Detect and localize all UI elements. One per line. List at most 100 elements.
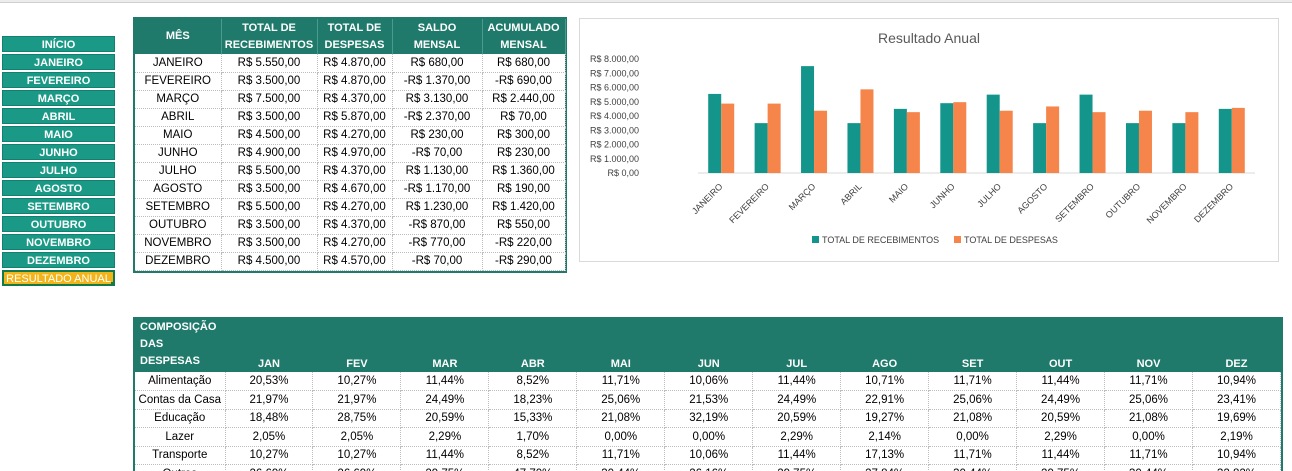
table-cell[interactable]: R$ 3.500,00 xyxy=(221,108,318,127)
table-cell[interactable]: FEVEREIRO xyxy=(135,72,222,91)
table-cell[interactable]: 21,08% xyxy=(928,409,1018,428)
table-cell[interactable]: 2,14% xyxy=(840,427,930,447)
selection-fill-handle[interactable] xyxy=(111,282,113,284)
table-cell[interactable]: 10,06% xyxy=(664,446,754,465)
table-cell[interactable]: 20,53% xyxy=(225,372,314,391)
table-cell[interactable]: R$ 4.500,00 xyxy=(221,252,318,271)
table-cell[interactable]: 20,59% xyxy=(1016,409,1106,428)
nav-button-outubro[interactable]: OUTUBRO xyxy=(2,216,115,232)
table-cell[interactable]: 8,52% xyxy=(488,446,578,465)
table-cell[interactable]: R$ 4.970,00 xyxy=(317,144,393,163)
table-cell[interactable]: 19,27% xyxy=(840,409,930,428)
nav-button-resultado-anual[interactable]: RESULTADO ANUAL xyxy=(2,270,115,286)
table-cell[interactable]: 10,27% xyxy=(312,372,402,391)
table-cell[interactable]: AGOSTO xyxy=(135,180,222,199)
table-cell[interactable]: 21,53% xyxy=(664,390,754,410)
table-cell[interactable]: 11,71% xyxy=(576,372,666,391)
table-cell[interactable]: -R$ 870,00 xyxy=(392,216,483,235)
table-cell[interactable]: 15,33% xyxy=(488,409,578,428)
table-cell[interactable]: DEZEMBRO xyxy=(135,252,222,271)
table-cell[interactable]: -R$ 70,00 xyxy=(392,252,483,271)
table-cell[interactable]: 0,00% xyxy=(576,427,666,447)
table-cell[interactable]: R$ 4.500,00 xyxy=(221,126,318,145)
table-cell[interactable]: 10,71% xyxy=(840,372,930,391)
table-cell[interactable]: R$ 190,00 xyxy=(482,180,566,199)
table-cell[interactable]: 30,44% xyxy=(576,464,666,471)
table-cell[interactable]: -R$ 220,00 xyxy=(482,234,566,253)
table-cell[interactable]: 11,44% xyxy=(752,446,842,465)
nav-button-novembro[interactable]: NOVEMBRO xyxy=(2,234,115,250)
table-cell[interactable]: 26,16% xyxy=(664,464,754,471)
table-cell[interactable]: 20,59% xyxy=(752,409,842,428)
table-cell[interactable]: R$ 4.370,00 xyxy=(317,216,393,235)
table-cell[interactable]: 2,19% xyxy=(1192,427,1282,447)
table-cell[interactable]: -R$ 770,00 xyxy=(392,234,483,253)
table-cell[interactable]: 2,29% xyxy=(752,427,842,447)
nav-button-junho[interactable]: JUNHO xyxy=(2,144,115,160)
nav-button-inicio[interactable]: INÍCIO xyxy=(2,36,115,52)
table-cell[interactable]: 18,48% xyxy=(225,409,314,428)
nav-button-agosto[interactable]: AGOSTO xyxy=(2,180,115,196)
table-cell[interactable]: 10,27% xyxy=(225,446,314,465)
table-cell[interactable]: R$ 7.500,00 xyxy=(221,90,318,109)
table-cell[interactable]: 10,94% xyxy=(1192,446,1282,465)
table-cell[interactable]: R$ 5.870,00 xyxy=(317,108,393,127)
table-cell[interactable]: 10,06% xyxy=(664,372,754,391)
table-cell[interactable]: 32,82% xyxy=(1192,464,1282,471)
table-cell[interactable]: 11,71% xyxy=(576,446,666,465)
table-cell[interactable]: 10,94% xyxy=(1192,372,1282,391)
table-cell[interactable]: -R$ 690,00 xyxy=(482,72,566,91)
row-label[interactable]: Transporte xyxy=(135,446,226,465)
table-cell[interactable]: -R$ 1.370,00 xyxy=(392,72,483,91)
nav-button-fevereiro[interactable]: FEVEREIRO xyxy=(2,72,115,88)
row-label[interactable]: Contas da Casa xyxy=(135,390,226,410)
table-cell[interactable]: 11,44% xyxy=(1016,446,1106,465)
table-cell[interactable]: 21,08% xyxy=(1104,409,1193,428)
row-label[interactable]: Outros xyxy=(135,464,226,471)
nav-button-janeiro[interactable]: JANEIRO xyxy=(2,54,115,70)
table-cell[interactable]: 21,97% xyxy=(225,390,314,410)
annual-result-chart[interactable]: Resultado Anual R$ 0,00 R$ 1.000,00 R$ 2.00… xyxy=(579,18,1279,262)
table-cell[interactable]: 2,29% xyxy=(400,427,490,447)
table-cell[interactable]: 24,49% xyxy=(752,390,842,410)
table-cell[interactable]: R$ 1.420,00 xyxy=(482,198,566,217)
table-cell[interactable]: R$ 550,00 xyxy=(482,216,566,235)
table-cell[interactable]: R$ 5.500,00 xyxy=(221,198,318,217)
table-cell[interactable]: R$ 3.500,00 xyxy=(221,180,318,199)
table-cell[interactable]: ABRIL xyxy=(135,108,222,127)
table-cell[interactable]: 8,52% xyxy=(488,372,578,391)
table-cell[interactable]: -R$ 1.170,00 xyxy=(392,180,483,199)
row-label[interactable]: Alimentação xyxy=(135,372,226,391)
nav-button-abril[interactable]: ABRIL xyxy=(2,108,115,124)
table-cell[interactable]: 23,41% xyxy=(1192,390,1282,410)
table-cell[interactable]: 24,49% xyxy=(400,390,490,410)
table-cell[interactable]: 2,05% xyxy=(225,427,314,447)
table-cell[interactable]: 11,44% xyxy=(400,372,490,391)
table-cell[interactable]: R$ 4.270,00 xyxy=(317,198,393,217)
table-cell[interactable]: R$ 3.130,00 xyxy=(392,90,483,109)
table-cell[interactable]: R$ 3.500,00 xyxy=(221,216,318,235)
table-cell[interactable]: 11,71% xyxy=(1104,372,1193,391)
table-cell[interactable]: 21,97% xyxy=(312,390,402,410)
row-label[interactable]: Lazer xyxy=(135,427,226,447)
table-cell[interactable]: 21,08% xyxy=(576,409,666,428)
table-cell[interactable]: MAIO xyxy=(135,126,222,145)
table-cell[interactable]: 20,59% xyxy=(400,409,490,428)
table-cell[interactable]: JULHO xyxy=(135,162,222,181)
nav-button-dezembro[interactable]: DEZEMBRO xyxy=(2,252,115,268)
table-cell[interactable]: R$ 1.360,00 xyxy=(482,162,566,181)
table-cell[interactable]: -R$ 70,00 xyxy=(392,144,483,163)
table-cell[interactable]: 28,75% xyxy=(312,409,402,428)
table-cell[interactable]: R$ 4.900,00 xyxy=(221,144,318,163)
nav-button-maio[interactable]: MAIO xyxy=(2,126,115,142)
table-cell[interactable]: R$ 230,00 xyxy=(392,126,483,145)
table-cell[interactable]: 11,44% xyxy=(752,372,842,391)
table-cell[interactable]: 29,75% xyxy=(1016,464,1106,471)
table-cell[interactable]: R$ 4.270,00 xyxy=(317,126,393,145)
table-cell[interactable]: R$ 680,00 xyxy=(392,54,483,73)
table-cell[interactable]: OUTUBRO xyxy=(135,216,222,235)
table-cell[interactable]: 25,06% xyxy=(576,390,666,410)
table-cell[interactable]: 11,44% xyxy=(400,446,490,465)
nav-button-julho[interactable]: JULHO xyxy=(2,162,115,178)
table-cell[interactable]: -R$ 290,00 xyxy=(482,252,566,271)
